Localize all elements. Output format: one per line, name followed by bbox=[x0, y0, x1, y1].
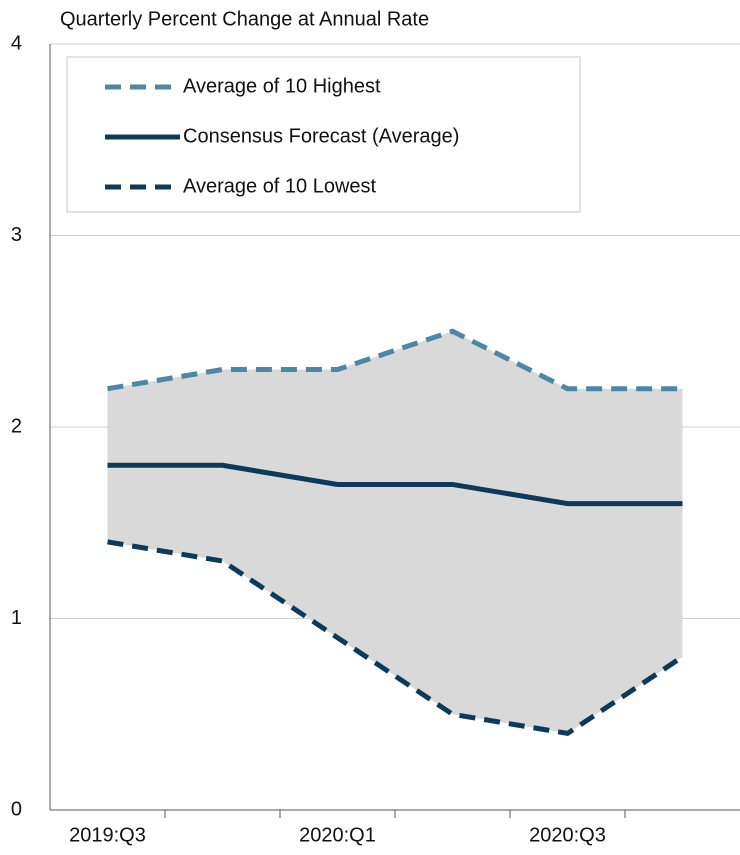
y-tick-label: 0 bbox=[11, 798, 22, 820]
range-band bbox=[107, 331, 683, 734]
y-tick-label: 2 bbox=[11, 415, 22, 437]
chart-title: Quarterly Percent Change at Annual Rate bbox=[60, 8, 429, 30]
y-tick-label: 3 bbox=[11, 224, 22, 246]
x-tick-label: 2019:Q3 bbox=[69, 824, 146, 846]
legend-label: Consensus Forecast (Average) bbox=[183, 125, 459, 147]
legend-label: Average of 10 Lowest bbox=[183, 175, 377, 197]
legend-label: Average of 10 Highest bbox=[183, 75, 381, 97]
series-line bbox=[107, 328, 683, 392]
y-tick-label: 1 bbox=[11, 607, 22, 629]
y-tick-label: 4 bbox=[11, 32, 22, 54]
series-line bbox=[107, 462, 683, 507]
x-tick-label: 2020:Q1 bbox=[299, 824, 376, 846]
series-line bbox=[107, 539, 684, 737]
x-tick-label: 2020:Q3 bbox=[529, 824, 606, 846]
